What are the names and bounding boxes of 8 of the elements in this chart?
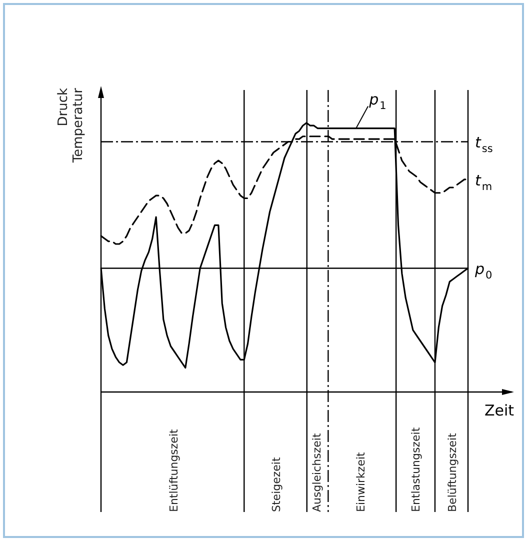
x-tick-label: Entlastungszeit: [409, 426, 422, 512]
x-axis-title: Zeit: [484, 401, 514, 420]
x-tick-label: Steigezeit: [270, 456, 284, 512]
x-tick-label: Einwirkzeit: [354, 451, 368, 512]
x-tick-label: Ausgleichszeit: [310, 432, 324, 512]
y-axis-title: Druck Temperatur: [56, 87, 86, 164]
x-tick-label: Entlüftungszeit: [167, 428, 180, 512]
x-tick-label: Belüftungszeit: [446, 432, 460, 512]
